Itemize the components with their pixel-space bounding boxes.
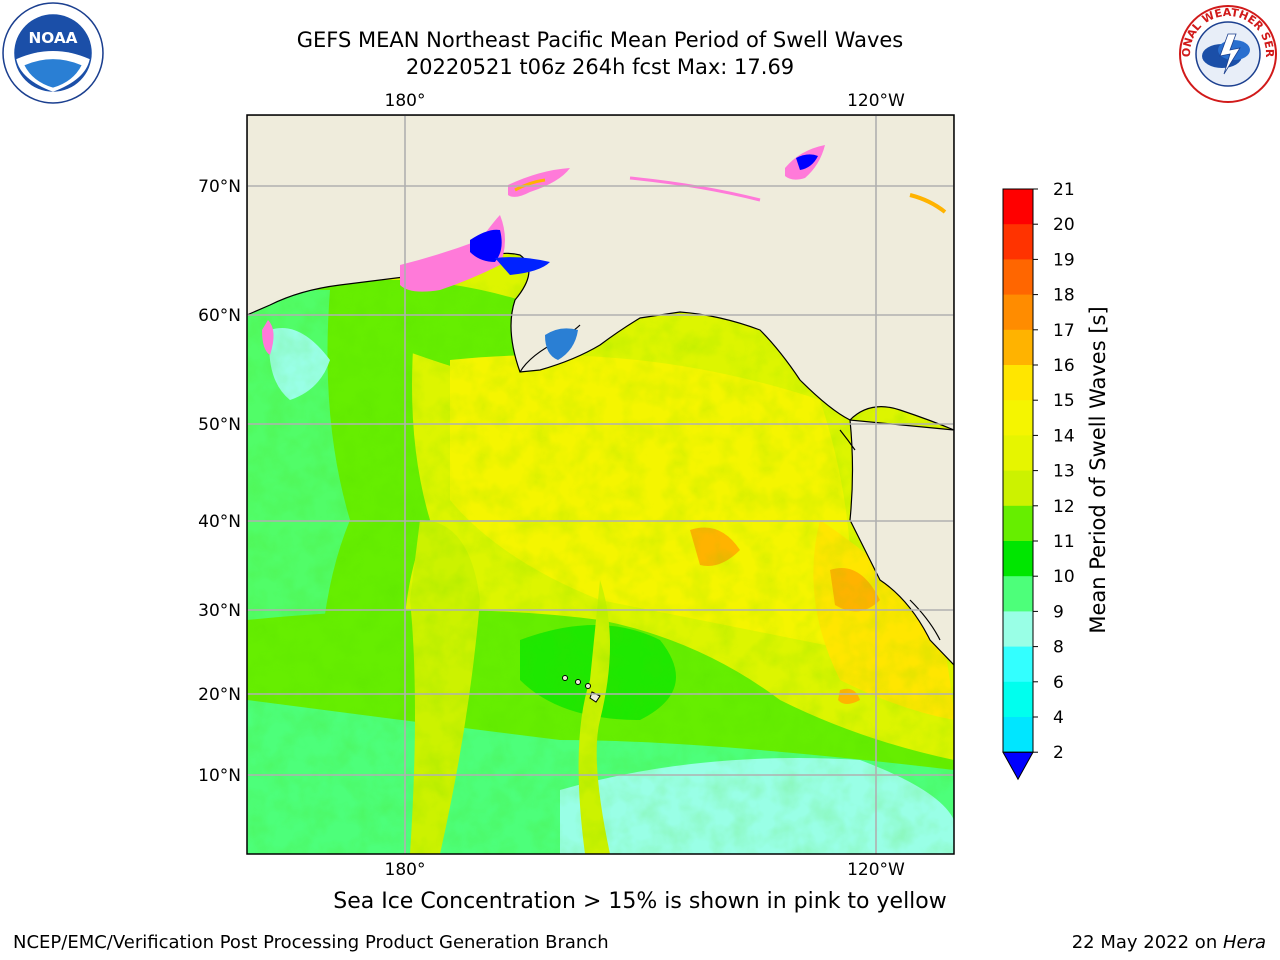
colorbar-segment: [1003, 400, 1033, 436]
colorbar-segment: [1003, 541, 1033, 577]
lon-label-bottom-120w: 120°W: [847, 860, 905, 880]
lat-label-40n: 40°N: [198, 512, 241, 532]
lat-label-70n: 70°N: [198, 177, 241, 197]
lon-label-top-120w: 120°W: [847, 91, 905, 111]
footer-host: Hera: [1222, 932, 1266, 953]
colorbar-tick-label: 15: [1053, 391, 1075, 411]
colorbar-tick-label: 6: [1053, 673, 1064, 693]
lat-label-50n: 50°N: [198, 415, 241, 435]
colorbar-extend-arrow: [1002, 751, 1034, 781]
noaa-logo-text: NOAA: [28, 29, 77, 47]
colorbar-segment: [1003, 576, 1033, 612]
colorbar-segment: [1003, 611, 1033, 648]
colorbar-tick-label: 18: [1053, 286, 1075, 306]
map-plot-area: [247, 115, 954, 854]
colorbar-tick-label: 16: [1053, 356, 1075, 376]
colorbar-segment: [1003, 681, 1033, 718]
colorbar-segment: [1003, 329, 1033, 366]
sea-ice-note: Sea Ice Concentration > 15% is shown in …: [333, 889, 947, 914]
lat-label-20n: 20°N: [198, 685, 241, 705]
colorbar: 21 20 19 18 17 16 15 14 13 12 11 10 9 8 6 4 2: [1002, 180, 1075, 781]
map-gridlines: [247, 115, 954, 854]
footer-date: 22 May 2022 on Hera: [1072, 932, 1266, 953]
colorbar-segment: [1003, 435, 1033, 472]
colorbar-tick-label: 13: [1053, 462, 1075, 482]
footer-credit: NCEP/EMC/Verification Post Processing Pr…: [13, 932, 609, 953]
lon-label-top-180: 180°: [385, 91, 426, 111]
colorbar-tick-label: 14: [1053, 426, 1075, 446]
colorbar-segment: [1003, 224, 1033, 260]
footer-date-text: 22 May 2022 on: [1071, 932, 1223, 953]
lat-label-60n: 60°N: [198, 306, 241, 326]
colorbar-tick-label: 17: [1053, 321, 1075, 341]
lat-label-10n: 10°N: [198, 766, 241, 786]
colorbar-segment: [1003, 505, 1033, 542]
colorbar-segment: [1003, 189, 1033, 225]
colorbar-segment: [1003, 646, 1033, 683]
colorbar-segment: [1003, 259, 1033, 296]
colorbar-tick-label: 11: [1053, 532, 1075, 552]
colorbar-segment: [1003, 294, 1033, 331]
colorbar-tick-label: 20: [1053, 215, 1075, 235]
colorbar-tick-label: 4: [1053, 708, 1064, 728]
colorbar-tick-label: 9: [1053, 602, 1064, 622]
map-frame: [246, 114, 955, 855]
colorbar-tick-label: 10: [1053, 567, 1075, 587]
colorbar-segment: [1003, 470, 1033, 507]
colorbar-tick-label: 2: [1053, 743, 1064, 763]
colorbar-tick-label: 21: [1053, 180, 1075, 200]
colorbar-segment: [1003, 365, 1033, 401]
noaa-logo-icon: NOAA: [2, 2, 104, 104]
colorbar-tick-label: 12: [1053, 497, 1075, 517]
lat-label-30n: 30°N: [198, 601, 241, 621]
colorbar-tick-label: 8: [1053, 638, 1064, 658]
chart-subtitle: 20220521 t06z 264h fcst Max: 17.69: [405, 55, 795, 79]
colorbar-segment: [1003, 717, 1033, 753]
colorbar-tick-label: 19: [1053, 250, 1075, 270]
colorbar-label: Mean Period of Swell Waves [s]: [1086, 306, 1110, 633]
chart-title: GEFS MEAN Northeast Pacific Mean Period …: [296, 28, 904, 52]
lon-label-bottom-180: 180°: [385, 860, 426, 880]
nws-logo-icon: NATIONAL WEATHER SERVICE: [1178, 4, 1277, 103]
